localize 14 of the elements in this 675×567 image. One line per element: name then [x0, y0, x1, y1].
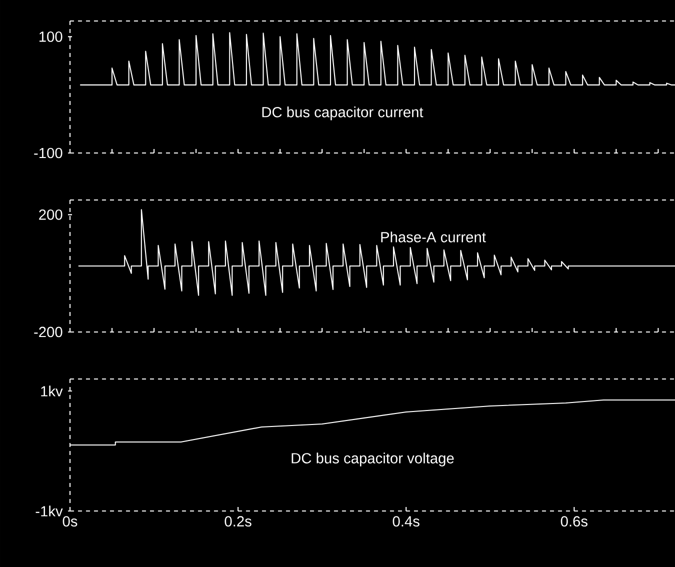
y-tick-label: -200 [34, 326, 62, 338]
x-tick-label: 0.2s [224, 516, 252, 527]
y-tick-label: -100 [34, 148, 62, 158]
series-label: Phase-A current [381, 232, 486, 242]
y-tick-label: 1kv [41, 386, 63, 396]
y-tick-label: -1kv [36, 506, 63, 516]
series-label: DC bus capacitor voltage [292, 452, 454, 466]
x-tick-label: 0.4s [392, 516, 420, 527]
series-label: DC bus capacitor current [262, 106, 424, 120]
x-tick-label: 0s [62, 516, 78, 527]
y-tick-label: 200 [39, 209, 62, 220]
x-tick-label: 0.6s [560, 516, 588, 527]
line-series [80, 32, 675, 86]
y-tick-label: 100 [39, 32, 62, 42]
